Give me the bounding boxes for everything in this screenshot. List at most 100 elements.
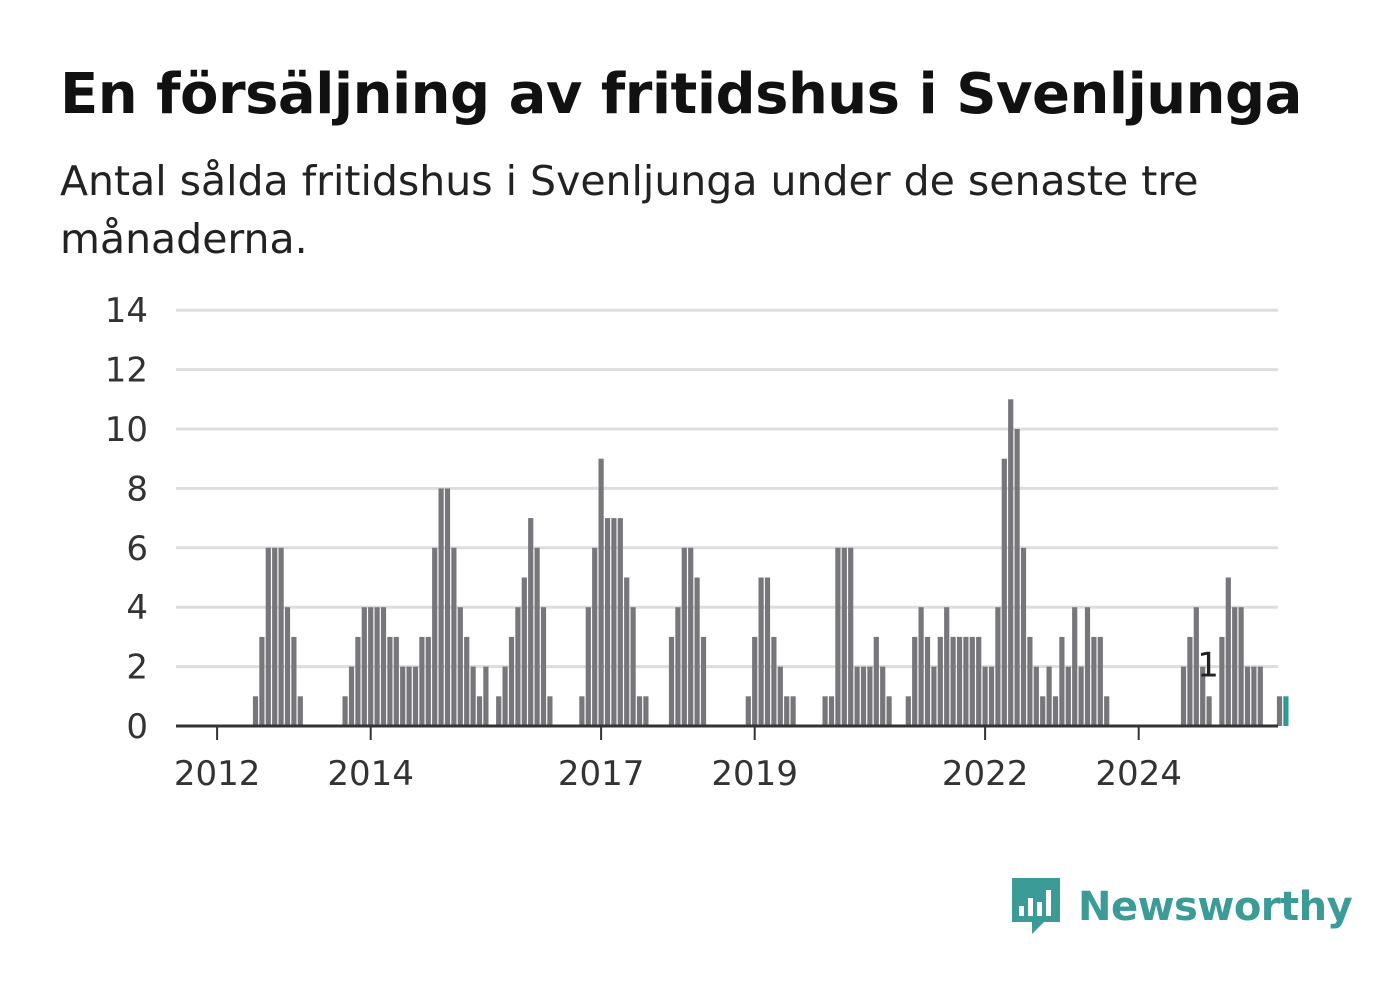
bar <box>355 636 361 726</box>
bar <box>278 547 284 726</box>
bar-highlighted <box>1283 696 1289 726</box>
bar <box>886 696 892 726</box>
bar <box>1065 666 1071 726</box>
bar <box>438 488 444 726</box>
data-label: 1 <box>1197 645 1219 685</box>
bar <box>1033 666 1039 726</box>
bar <box>636 696 643 726</box>
bar <box>611 518 617 726</box>
bar <box>400 666 406 726</box>
bar <box>988 666 995 726</box>
bar <box>1078 666 1084 726</box>
x-axis-ticks: 2012 2014 2017 2019 2022 2024 <box>174 726 1182 794</box>
bar <box>617 518 623 726</box>
bar <box>1257 666 1263 726</box>
bar <box>1097 636 1103 726</box>
bar <box>1232 607 1238 726</box>
bar <box>1046 666 1052 726</box>
x-tick-label: 2019 <box>711 754 798 794</box>
y-tick-label: 4 <box>126 588 148 628</box>
y-tick-label: 8 <box>126 469 148 509</box>
bar <box>924 636 931 726</box>
bar <box>841 547 847 726</box>
bar <box>918 607 924 726</box>
bar <box>758 577 764 726</box>
bar <box>1104 696 1110 726</box>
bar <box>374 607 380 726</box>
bar <box>937 636 943 726</box>
bar <box>496 696 502 726</box>
x-tick-label: 2017 <box>558 754 645 794</box>
x-tick-label: 2014 <box>327 754 414 794</box>
bar <box>1187 636 1193 726</box>
bar <box>387 636 393 726</box>
bar <box>745 696 751 726</box>
bar <box>444 488 451 726</box>
bar <box>1040 696 1046 726</box>
bar <box>848 547 854 726</box>
bar <box>630 607 636 726</box>
bar <box>944 607 950 726</box>
bar <box>995 607 1001 726</box>
bar <box>521 577 527 726</box>
gridlines <box>176 308 1278 669</box>
bar <box>835 547 841 726</box>
bar <box>880 666 886 726</box>
bar <box>380 607 387 726</box>
bar <box>854 666 860 726</box>
bar <box>464 636 470 726</box>
chart-subtitle: Antal sålda fritidshus i Svenljunga unde… <box>60 157 1199 263</box>
bar <box>752 636 758 726</box>
x-tick-label: 2024 <box>1095 754 1182 794</box>
bar <box>470 666 476 726</box>
bar <box>1225 577 1231 726</box>
bar <box>969 636 975 726</box>
bar <box>1059 636 1065 726</box>
bar <box>252 696 259 726</box>
y-tick-label: 12 <box>105 351 148 391</box>
x-tick-label: 2012 <box>174 754 261 794</box>
bar <box>483 666 489 726</box>
chart-title: En försäljning av fritidshus i Svenljung… <box>60 62 1302 127</box>
bar <box>515 607 521 726</box>
bar <box>476 696 483 726</box>
bar <box>284 607 291 726</box>
bar <box>867 666 873 726</box>
bar <box>457 607 463 726</box>
bar <box>604 518 611 726</box>
bar <box>528 518 534 726</box>
x-tick-label: 2022 <box>942 754 1029 794</box>
bar <box>931 666 937 726</box>
newsworthy-logo: Newsworthy <box>1010 876 1353 938</box>
bar <box>406 666 412 726</box>
bar <box>1091 636 1097 726</box>
bar <box>1008 399 1014 726</box>
bar <box>790 696 796 726</box>
bar <box>1027 636 1033 726</box>
bar <box>1014 429 1020 726</box>
bar <box>976 636 982 726</box>
bar <box>1238 607 1244 726</box>
bar <box>694 577 700 726</box>
bar <box>1219 636 1225 726</box>
bar <box>1244 666 1251 726</box>
bar <box>579 696 585 726</box>
bar <box>700 636 707 726</box>
bar <box>1020 547 1027 726</box>
bar <box>598 458 604 726</box>
bar <box>860 666 867 726</box>
bar <box>272 547 278 726</box>
bar <box>1001 458 1007 726</box>
bar <box>585 607 591 726</box>
bar <box>905 696 911 726</box>
bar <box>451 547 457 726</box>
bar <box>425 636 431 726</box>
bar <box>963 636 969 726</box>
bar <box>912 636 918 726</box>
bar <box>508 636 515 726</box>
bar <box>361 607 367 726</box>
y-tick-label: 10 <box>105 410 148 450</box>
bar <box>956 636 963 726</box>
bar <box>1180 666 1187 726</box>
